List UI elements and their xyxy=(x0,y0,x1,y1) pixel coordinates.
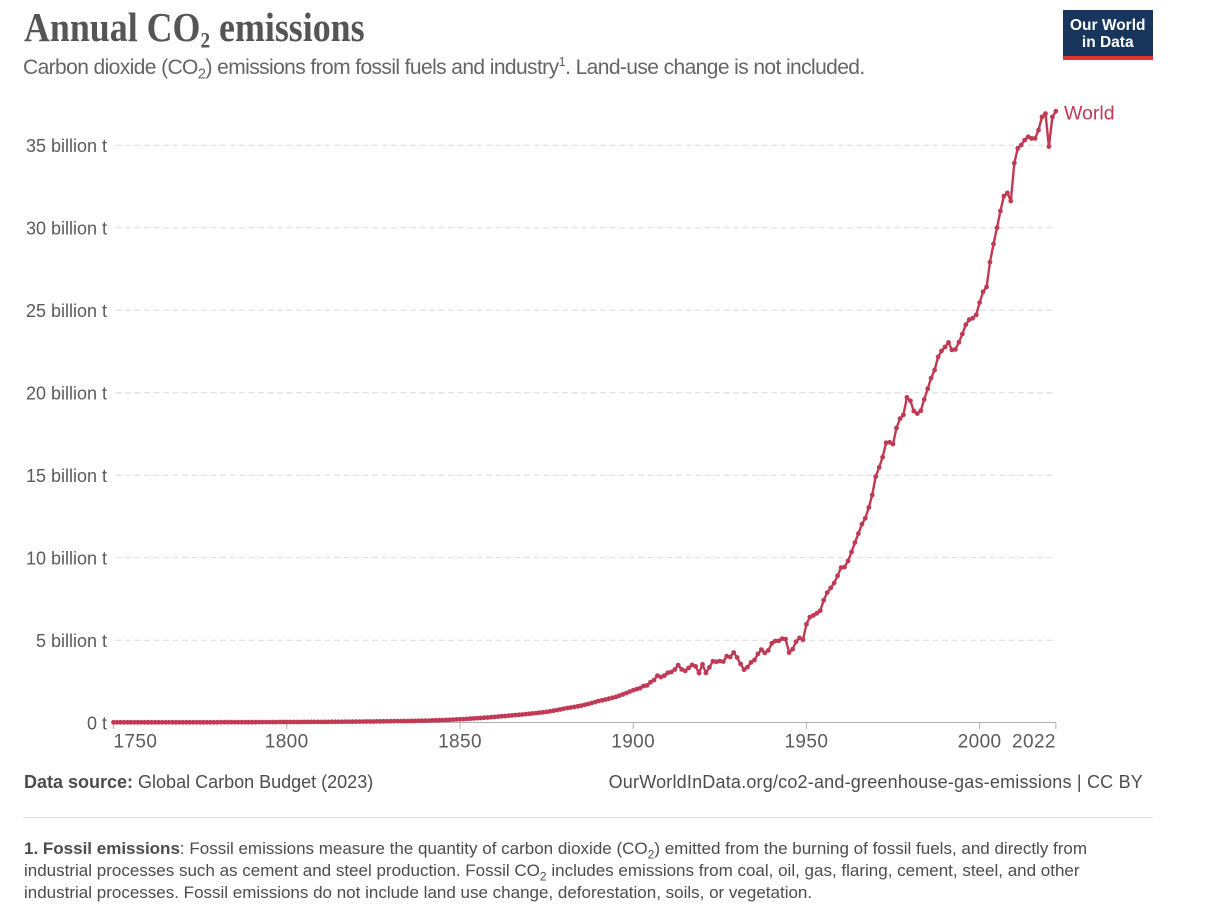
svg-text:2022: 2022 xyxy=(1012,732,1056,753)
svg-text:1900: 1900 xyxy=(611,732,655,753)
svg-text:0 t: 0 t xyxy=(87,714,107,734)
svg-text:20 billion t: 20 billion t xyxy=(26,384,107,404)
svg-text:15 billion t: 15 billion t xyxy=(26,466,107,486)
svg-text:1800: 1800 xyxy=(265,732,309,753)
svg-text:2000: 2000 xyxy=(958,732,1002,753)
svg-text:5 billion t: 5 billion t xyxy=(36,631,107,651)
svg-text:1950: 1950 xyxy=(784,732,828,753)
svg-text:25 billion t: 25 billion t xyxy=(26,301,107,321)
svg-text:10 billion t: 10 billion t xyxy=(26,549,107,569)
svg-text:1750: 1750 xyxy=(114,732,158,753)
svg-text:World: World xyxy=(1064,103,1115,125)
svg-text:30 billion t: 30 billion t xyxy=(26,219,107,239)
svg-text:35 billion t: 35 billion t xyxy=(26,136,107,156)
svg-text:1850: 1850 xyxy=(438,732,482,753)
